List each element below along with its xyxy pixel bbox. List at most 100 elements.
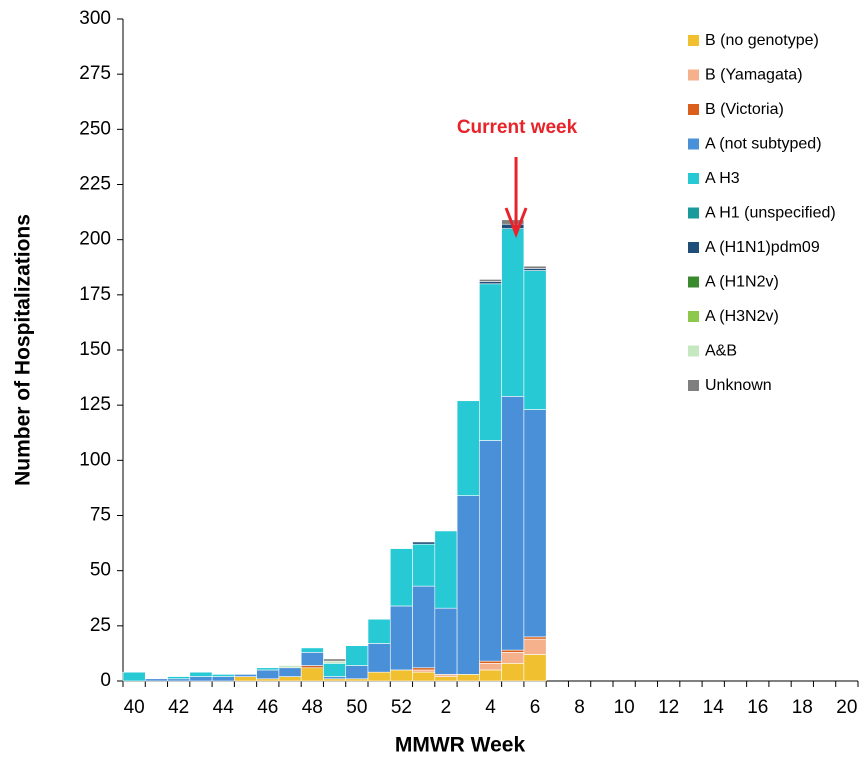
x-tick-label: 48 — [302, 697, 323, 718]
bar-segment — [323, 663, 347, 677]
legend-swatch — [688, 104, 699, 115]
bar-segment — [523, 265, 547, 269]
bar-segment — [167, 676, 191, 680]
bar-segment — [479, 283, 502, 441]
legend-label: B (Yamagata) — [705, 67, 803, 84]
x-tick-label: 10 — [614, 697, 635, 718]
bar-segment — [144, 678, 168, 682]
bar-segment — [345, 665, 369, 680]
bar-segment — [523, 638, 547, 655]
bar-segment — [456, 495, 480, 675]
x-tick-label: 42 — [168, 697, 189, 718]
bar-segment — [479, 663, 502, 671]
bar-segment — [300, 667, 324, 682]
y-axis-title: Number of Hospitalizations — [12, 214, 35, 486]
y-tick-label: 125 — [79, 394, 111, 415]
bar-segment — [479, 669, 502, 682]
bar-segment — [278, 676, 302, 682]
bar-segment — [434, 530, 458, 609]
x-tick-label: 52 — [391, 697, 412, 718]
x-tick-label: 20 — [836, 697, 857, 718]
legend-swatch — [688, 138, 699, 150]
bar-segment — [523, 268, 547, 271]
bar-segment — [501, 649, 525, 653]
bar-segment — [189, 676, 213, 682]
x-tick-label: 44 — [213, 697, 235, 718]
bar-segment — [389, 669, 413, 682]
bar-segment — [479, 279, 502, 282]
bar-segment — [211, 674, 235, 677]
bar-segment — [412, 541, 436, 545]
bar-segment — [300, 665, 324, 669]
x-tick-label: 8 — [574, 697, 585, 718]
y-tick-label: 225 — [79, 174, 111, 195]
x-tick-label: 14 — [703, 697, 725, 718]
bar-segment — [323, 678, 347, 682]
y-tick-label: 250 — [79, 118, 111, 139]
legend-label: A (not subtyped) — [705, 136, 822, 153]
x-tick-label: 4 — [485, 697, 496, 718]
legend-swatch — [688, 207, 699, 219]
bar-segment — [412, 543, 436, 587]
bar-segment — [523, 636, 547, 640]
legend-swatch — [688, 345, 699, 357]
legend-label: A H1 (unspecified) — [705, 205, 836, 222]
x-tick-label: 50 — [346, 697, 367, 718]
y-tick-label: 300 — [79, 8, 111, 29]
bar-segment — [167, 678, 191, 682]
x-axis-title: MMWR Week — [395, 734, 526, 757]
bar-segment — [412, 667, 436, 671]
y-tick-label: 50 — [90, 560, 111, 581]
y-tick-label: 175 — [79, 284, 111, 305]
annotation: Current week — [457, 117, 578, 138]
legend-swatch — [688, 242, 699, 253]
y-tick-label: 0 — [100, 670, 111, 691]
bar-segment — [278, 665, 302, 669]
legend-label: A (H1N1)pdm09 — [705, 239, 820, 256]
bar-segment — [412, 585, 436, 669]
x-tick-label: 40 — [124, 697, 145, 718]
bar-segment — [323, 658, 347, 662]
bar-segment — [367, 671, 391, 682]
bar-segment — [256, 667, 280, 671]
bar-segment — [234, 676, 257, 682]
x-tick-label: 6 — [530, 697, 541, 718]
bar-segment — [389, 548, 413, 607]
bar-segment — [323, 676, 347, 680]
bar-segment — [434, 607, 458, 675]
legend-swatch — [688, 311, 699, 322]
bar-segment — [501, 652, 525, 664]
bar-segment — [501, 663, 525, 682]
y-tick-label: 25 — [90, 615, 111, 636]
bar-segment — [189, 671, 213, 677]
bar-segment — [523, 654, 547, 682]
legend-label: B (Victoria) — [705, 101, 784, 118]
annotation-arrowhead — [504, 207, 528, 239]
x-tick-label: 46 — [257, 697, 278, 718]
legend-label: A (H1N2v) — [705, 274, 779, 291]
bar-segment — [456, 674, 480, 682]
x-tick-label: 2 — [441, 697, 452, 718]
bar-segment — [323, 660, 347, 664]
bar-segment — [345, 645, 369, 666]
legend-label: A&B — [705, 343, 737, 360]
y-tick-label: 275 — [79, 63, 111, 84]
bar-segment — [434, 674, 458, 677]
legend-swatch — [688, 69, 699, 81]
bar-segment — [345, 678, 369, 682]
bar-segment — [300, 652, 324, 666]
bar-segment — [501, 228, 525, 397]
bar-segment — [367, 643, 391, 673]
y-tick-label: 200 — [79, 229, 111, 250]
y-tick-label: 150 — [79, 339, 111, 360]
legend-swatch — [688, 380, 699, 391]
bar-segment — [256, 678, 280, 682]
legend-label: A H3 — [705, 170, 740, 187]
bar-segment — [367, 618, 391, 644]
y-tick-label: 75 — [90, 505, 111, 526]
legend-swatch — [688, 173, 699, 184]
bar-segment — [412, 669, 436, 673]
legend-label: B (no genotype) — [705, 32, 819, 49]
legend-label: Unknown — [705, 377, 772, 394]
